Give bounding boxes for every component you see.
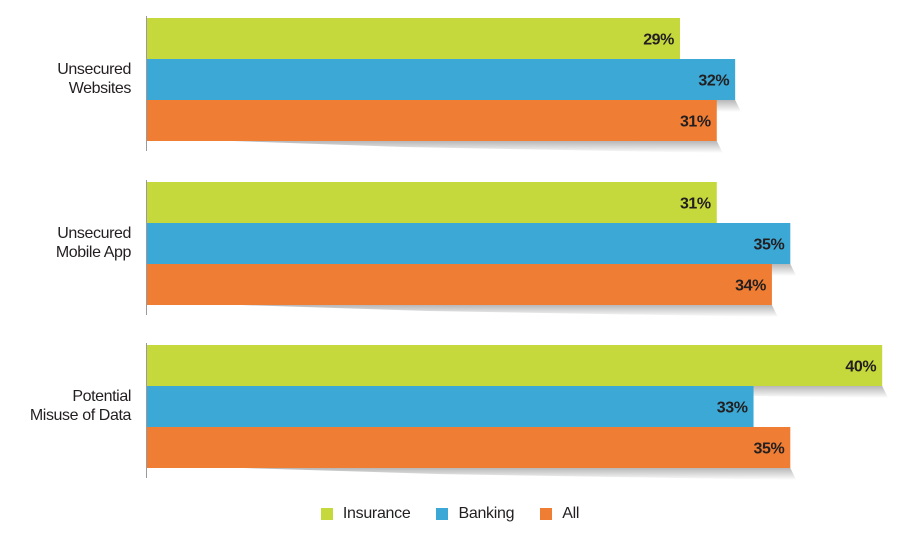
data-label-unsecured-mobile-app-insurance: 31% bbox=[680, 196, 711, 213]
bar-shadow-unsecured-websites-all bbox=[232, 141, 723, 153]
category-label-unsecured-mobile-app-line2: Mobile App bbox=[56, 244, 132, 261]
data-label-potential-misuse-of-data-insurance: 40% bbox=[845, 359, 876, 376]
legend-label-banking: Banking bbox=[458, 505, 515, 522]
data-label-unsecured-mobile-app-banking: 35% bbox=[753, 237, 784, 254]
category-label-potential-misuse-of-data-line1: Potential bbox=[72, 388, 131, 405]
legend-swatch-insurance bbox=[320, 508, 333, 520]
legend-label-all: All bbox=[562, 505, 580, 522]
labels-layer: 29% 32% 31% Unsecured Websites 31% 35% 34% Unsec… bbox=[30, 32, 877, 458]
bar-potential-misuse-of-data-insurance bbox=[147, 345, 883, 386]
legend-label-insurance: Insurance bbox=[342, 505, 411, 522]
data-label-potential-misuse-of-data-banking: 33% bbox=[717, 400, 748, 417]
legend-swatch-all bbox=[540, 508, 553, 520]
bar-potential-misuse-of-data-banking bbox=[147, 386, 754, 427]
bar-unsecured-websites-all bbox=[147, 100, 717, 141]
legend-item-all: All bbox=[540, 505, 579, 523]
bar-unsecured-mobile-app-insurance bbox=[147, 182, 717, 223]
bar-unsecured-websites-insurance bbox=[147, 18, 681, 59]
bar-unsecured-websites-banking bbox=[147, 59, 736, 100]
bar-shadow-unsecured-mobile-app-all bbox=[240, 305, 778, 317]
category-label-potential-misuse-of-data-line2: Misuse of Data bbox=[30, 407, 132, 424]
legend-item-insurance: Insurance bbox=[320, 505, 411, 523]
bar-shadow-potential-misuse-of-data-all bbox=[243, 468, 797, 480]
bar-unsecured-mobile-app-all bbox=[147, 264, 772, 305]
legend-swatch-banking bbox=[436, 508, 449, 520]
bars-layer bbox=[147, 18, 883, 468]
legend: Insurance Banking All bbox=[0, 505, 900, 523]
data-label-potential-misuse-of-data-all: 35% bbox=[753, 441, 784, 458]
bar-unsecured-mobile-app-banking bbox=[147, 223, 791, 264]
legend-item-banking: Banking bbox=[436, 505, 515, 523]
data-label-unsecured-websites-insurance: 29% bbox=[643, 32, 674, 49]
category-label-unsecured-websites-line1: Unsecured bbox=[57, 61, 131, 78]
category-label-unsecured-websites-line2: Websites bbox=[69, 80, 132, 97]
bar-potential-misuse-of-data-all bbox=[147, 427, 791, 468]
category-label-unsecured-mobile-app-line1: Unsecured bbox=[57, 225, 131, 242]
data-label-unsecured-websites-banking: 32% bbox=[698, 73, 729, 90]
data-label-unsecured-mobile-app-all: 34% bbox=[735, 278, 766, 295]
data-label-unsecured-websites-all: 31% bbox=[680, 114, 711, 131]
